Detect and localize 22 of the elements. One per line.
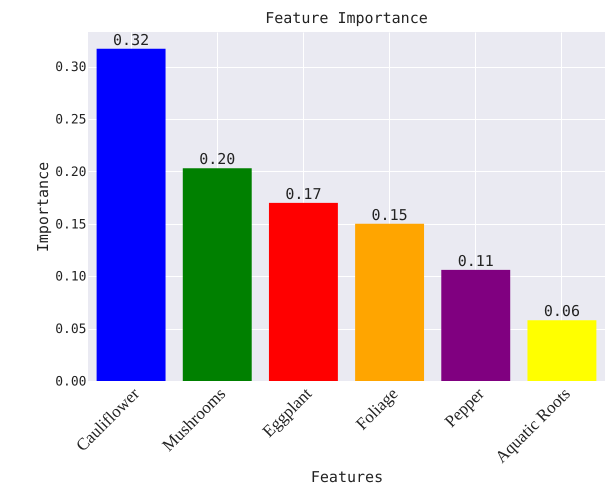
data-label: 0.32 — [113, 30, 150, 49]
y-tick-label: 0.00 — [55, 374, 86, 390]
y-tick-label: 0.25 — [55, 112, 86, 128]
data-label: 0.06 — [544, 302, 580, 320]
y-axis-title: Importance — [34, 162, 52, 252]
bar — [96, 48, 166, 381]
data-label: 0.11 — [458, 252, 494, 270]
y-tick-label: 0.15 — [55, 217, 86, 232]
x-axis-title: Features — [310, 468, 384, 486]
y-tick-label: 0.05 — [55, 322, 86, 338]
data-label: 0.17 — [285, 184, 322, 203]
bar — [268, 202, 338, 381]
bar — [182, 168, 252, 381]
bar — [441, 270, 510, 381]
y-tick-label: 0.10 — [55, 270, 86, 285]
data-label: 0.15 — [372, 206, 408, 224]
data-label: 0.20 — [199, 150, 236, 168]
y-tick-label: 0.20 — [55, 164, 86, 180]
bar — [527, 320, 596, 381]
chart-title: Feature Importance — [265, 9, 428, 27]
bar — [355, 224, 424, 381]
y-tick-label: 0.30 — [55, 60, 86, 76]
